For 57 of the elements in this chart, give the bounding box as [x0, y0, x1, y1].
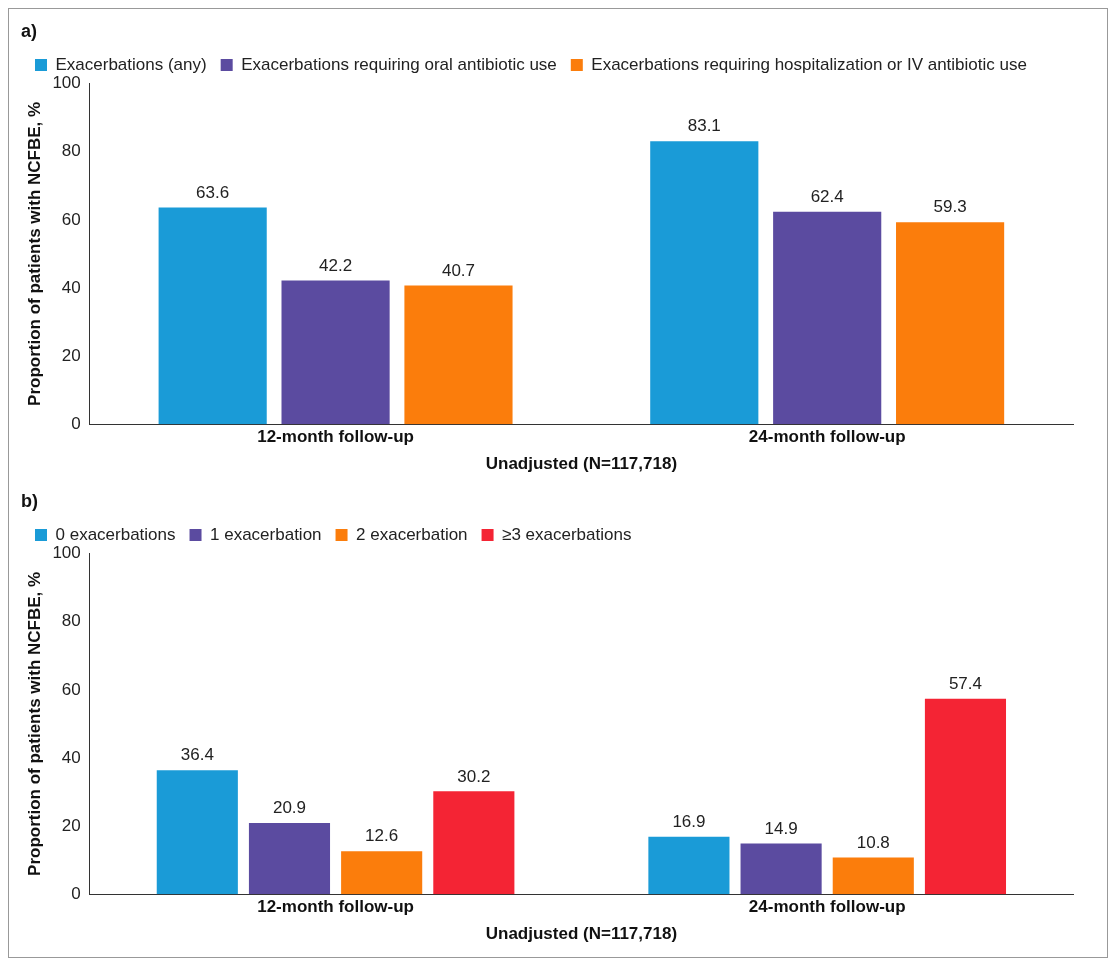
legend-label: 1 exacerbation [210, 524, 322, 544]
x-tick-label: 12-month follow-up [257, 427, 414, 447]
bar [248, 823, 331, 895]
chart-title: b) [21, 490, 38, 511]
x-tick-label: 12-month follow-up [257, 897, 414, 917]
chart-title: a) [21, 20, 38, 41]
x-tick-label: 24-month follow-up [748, 897, 906, 917]
y-tick-label: 0 [71, 883, 81, 903]
data-label: 36.4 [180, 745, 214, 765]
data-label: 10.8 [856, 832, 890, 852]
x-tick-label: 24-month follow-up [748, 427, 906, 447]
y-axis-title: Proportion of patients with NCFBE, % [24, 571, 44, 876]
bar [924, 698, 1007, 895]
x-axis-title: Unadjusted (N=117,718) [485, 454, 678, 474]
bar [740, 843, 822, 895]
y-tick-label: 40 [61, 747, 81, 767]
data-label: 30.2 [457, 766, 491, 786]
y-tick-label: 80 [61, 611, 81, 631]
y-tick-label: 100 [52, 543, 81, 563]
bar [896, 222, 1005, 425]
legend-label: ≥3 exacerbations [502, 524, 632, 544]
bar [404, 285, 513, 425]
bar [650, 141, 759, 425]
data-label: 42.2 [319, 255, 353, 275]
data-label: 83.1 [687, 116, 721, 136]
y-tick-label: 100 [52, 73, 81, 93]
y-tick-label: 0 [71, 413, 81, 433]
bar [158, 207, 267, 425]
data-label: 63.6 [196, 182, 230, 202]
y-tick-label: 20 [61, 815, 81, 835]
data-label: 40.7 [441, 260, 476, 280]
y-axis-title: Proportion of patients with NCFBE, % [24, 101, 44, 406]
y-tick-label: 60 [61, 209, 81, 229]
bar [281, 280, 390, 425]
y-tick-label: 20 [61, 345, 81, 365]
data-label: 62.4 [810, 186, 844, 206]
data-label: 59.3 [933, 197, 967, 217]
bar [648, 836, 730, 895]
bar [156, 770, 238, 895]
x-axis-title: Unadjusted (N=117,718) [485, 924, 678, 944]
legend-label: Exacerbations requiring hospitalization or IV antibiotic use [591, 54, 1027, 74]
bar [832, 857, 914, 895]
data-label: 16.9 [672, 811, 706, 831]
data-label: 20.9 [272, 798, 307, 818]
bar [773, 211, 882, 425]
legend-label: 2 exacerbation [356, 524, 468, 544]
legend-label: Exacerbations (any) [55, 54, 207, 74]
bar [433, 791, 515, 895]
data-label: 14.9 [764, 818, 798, 838]
y-tick-label: 80 [61, 141, 81, 161]
legend-label: Exacerbations requiring oral antibiotic use [241, 54, 557, 74]
legend-label: 0 exacerbations [55, 524, 176, 544]
y-tick-label: 40 [61, 277, 81, 297]
bar [341, 851, 423, 895]
y-tick-label: 60 [61, 679, 81, 699]
data-label: 57.4 [948, 673, 983, 693]
data-label: 12.6 [365, 826, 399, 846]
